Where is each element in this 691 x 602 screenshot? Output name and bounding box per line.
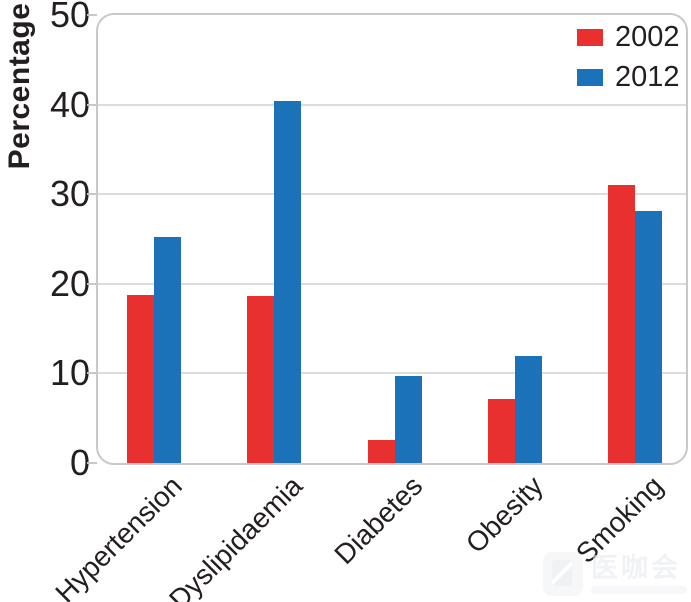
y-tick-mark (87, 462, 97, 464)
gridline (98, 282, 686, 285)
bar-2012-dyslipidaemia (274, 101, 302, 463)
bar-2012-smoking (635, 211, 663, 463)
y-tick-mark (87, 372, 97, 375)
watermark-logo-icon (543, 552, 583, 596)
gridline (98, 372, 686, 375)
bar-2002-hypertension (126, 294, 154, 463)
x-category-label: Dyslipidaemia (163, 470, 309, 602)
bar-group-hypertension (126, 15, 181, 463)
bar-group-diabetes (367, 15, 422, 463)
y-tick-label: 30 (49, 173, 90, 215)
bar-group-dyslipidaemia (247, 15, 302, 463)
bar-2002-obesity (487, 399, 515, 463)
bar-2002-dyslipidaemia (247, 296, 275, 463)
legend-item-2002: 2002 (577, 21, 680, 54)
legend-label: 2012 (615, 61, 680, 93)
bar-2002-smoking (608, 185, 636, 463)
watermark: 医咖会 (543, 552, 687, 596)
y-tick-mark (87, 282, 97, 285)
watermark-text: 医咖会 (591, 553, 681, 583)
y-tick-mark (87, 14, 97, 16)
y-tick-label: 20 (49, 262, 90, 304)
legend-swatch-2002 (577, 29, 603, 46)
y-tick-label: 0 (69, 442, 90, 483)
watermark-subtext-line (591, 586, 687, 594)
x-category-label: Diabetes (328, 470, 429, 571)
gridline (98, 193, 686, 196)
bar-2012-obesity (514, 356, 542, 463)
y-tick-label: 40 (49, 83, 90, 125)
gridline (98, 103, 686, 106)
bar-2012-diabetes (394, 376, 422, 463)
y-tick-label: 10 (49, 352, 90, 394)
legend-label: 2002 (615, 21, 680, 53)
y-axis: 0 10 20 30 40 50 (0, 0, 97, 602)
bar-2002-diabetes (367, 439, 395, 463)
bar-2012-hypertension (153, 237, 181, 463)
plot-area (96, 13, 688, 465)
bar-group-obesity (487, 15, 542, 463)
y-tick-label: 50 (49, 0, 90, 35)
y-tick-mark (87, 103, 97, 106)
legend-item-2012: 2012 (577, 61, 680, 94)
y-tick-mark (87, 193, 97, 196)
bar-group-smoking (608, 15, 663, 463)
x-category-label: Obesity (459, 470, 549, 560)
legend-swatch-2012 (577, 69, 603, 86)
legend: 2002 2012 (577, 21, 680, 101)
